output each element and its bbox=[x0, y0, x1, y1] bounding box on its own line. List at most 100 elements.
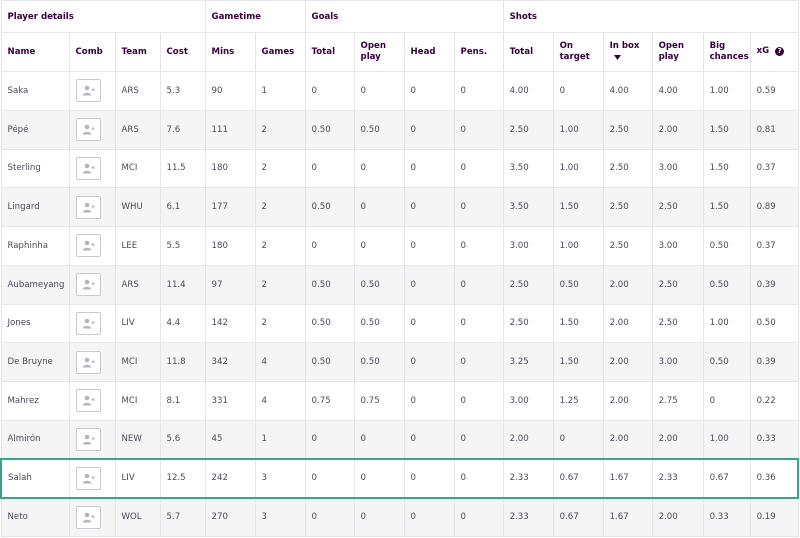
cell-mins: 270 bbox=[204, 497, 256, 537]
cell-pens: 0 bbox=[453, 381, 504, 421]
col-in-box[interactable]: In box bbox=[602, 32, 653, 72]
table-row: Almirón NEW 5.6 45 1 0 0 0 0 2.00 0 2.00 2.00 1.00 0.3… bbox=[0, 419, 799, 460]
cell-shots-total: 2.00 bbox=[502, 419, 554, 460]
player-name[interactable]: Raphinha bbox=[0, 226, 70, 266]
cell-in-box: 2.00 bbox=[602, 381, 653, 421]
add-to-comparison-button[interactable] bbox=[75, 505, 101, 529]
col-on-target[interactable]: On target bbox=[552, 32, 604, 72]
player-name[interactable]: Mahrez bbox=[0, 381, 70, 421]
comb-cell bbox=[68, 458, 116, 499]
table-row: Aubameyang ARS 11.4 97 2 0.50 0.50 0 0 2.50 0.50 2.… bbox=[0, 264, 799, 305]
add-to-comparison-button[interactable] bbox=[75, 79, 101, 103]
cell-xg: 0.50 bbox=[749, 303, 799, 344]
comb-cell bbox=[68, 226, 116, 266]
cell-games: 2 bbox=[254, 303, 306, 344]
player-name[interactable]: Almirón bbox=[0, 419, 70, 460]
col-xg-label: xG bbox=[756, 46, 770, 56]
col-cost[interactable]: Cost bbox=[159, 32, 206, 72]
player-name[interactable]: Aubameyang bbox=[0, 264, 70, 305]
table-row: Neto WOL 5.7 270 3 0 0 0 0 2.33 0.67 1.67 2.00 0.33 0.… bbox=[0, 497, 799, 537]
col-shots-total[interactable]: Total bbox=[502, 32, 554, 72]
comb-cell bbox=[68, 148, 116, 189]
add-to-comparison-button[interactable] bbox=[75, 273, 101, 297]
add-to-comparison-button[interactable] bbox=[75, 389, 101, 413]
cell-shots-open-play: 2.00 bbox=[651, 419, 704, 460]
comb-cell bbox=[68, 264, 116, 305]
cell-cost: 5.7 bbox=[159, 497, 206, 537]
player-name[interactable]: Lingard bbox=[0, 187, 70, 227]
cell-goals-open-play: 0 bbox=[353, 71, 405, 111]
col-head[interactable]: Head bbox=[403, 32, 455, 72]
comb-cell bbox=[68, 381, 116, 421]
col-xg[interactable]: xG ? bbox=[749, 32, 799, 72]
cell-goals-total: 0.50 bbox=[304, 109, 355, 150]
col-team[interactable]: Team bbox=[114, 32, 161, 72]
add-to-comparison-button[interactable] bbox=[75, 427, 101, 451]
cell-mins: 331 bbox=[204, 381, 256, 421]
add-to-comparison-button[interactable] bbox=[75, 234, 101, 258]
table-row: Mahrez MCI 8.1 331 4 0.75 0.75 0 0 3.00 1.25 2.00 2.… bbox=[0, 381, 799, 421]
cell-on-target: 0 bbox=[552, 71, 604, 111]
cell-cost: 11.8 bbox=[159, 342, 206, 382]
cell-head: 0 bbox=[403, 381, 455, 421]
player-name[interactable]: Saka bbox=[0, 71, 70, 111]
col-in-box-label: In box bbox=[609, 40, 640, 51]
col-games[interactable]: Games bbox=[254, 32, 306, 72]
cell-shots-total: 4.00 bbox=[502, 71, 554, 111]
cell-shots-open-play: 3.00 bbox=[651, 342, 704, 382]
cell-games: 4 bbox=[254, 342, 306, 382]
cell-cost: 6.1 bbox=[159, 187, 206, 227]
comb-cell bbox=[68, 71, 116, 111]
add-to-comparison-button[interactable] bbox=[75, 118, 101, 142]
cell-team: MCI bbox=[114, 342, 161, 382]
player-name[interactable]: Jones bbox=[0, 303, 70, 344]
cell-head: 0 bbox=[403, 264, 455, 305]
player-name[interactable]: Pépé bbox=[0, 109, 70, 150]
table-row: Jones LIV 4.4 142 2 0.50 0.50 0 0 2.50 1.50 2.00 2.5… bbox=[0, 303, 799, 344]
cell-team: ARS bbox=[114, 71, 161, 111]
add-to-comparison-icon bbox=[82, 163, 95, 174]
col-name[interactable]: Name bbox=[0, 32, 70, 72]
add-to-comparison-button[interactable] bbox=[75, 195, 101, 219]
add-to-comparison-button[interactable] bbox=[75, 311, 101, 335]
add-to-comparison-button[interactable] bbox=[75, 350, 101, 374]
cell-pens: 0 bbox=[453, 342, 504, 382]
add-to-comparison-button[interactable] bbox=[75, 466, 101, 490]
col-goals-open-play[interactable]: Open play bbox=[353, 32, 405, 72]
cell-goals-total: 0.50 bbox=[304, 303, 355, 344]
player-name[interactable]: Salah bbox=[0, 458, 70, 499]
col-goals-total[interactable]: Total bbox=[304, 32, 355, 72]
cell-team: WOL bbox=[114, 497, 161, 537]
col-pens[interactable]: Pens. bbox=[453, 32, 504, 72]
add-to-comparison-button[interactable] bbox=[75, 156, 101, 180]
add-to-comparison-icon bbox=[82, 473, 95, 484]
cell-big-chances: 1.00 bbox=[702, 71, 751, 111]
cell-goals-total: 0 bbox=[304, 458, 355, 499]
cell-big-chances: 1.50 bbox=[702, 187, 751, 227]
comb-cell bbox=[68, 109, 116, 150]
col-big-chances[interactable]: Big chances bbox=[702, 32, 751, 72]
col-shots-open-play[interactable]: Open play bbox=[651, 32, 704, 72]
cell-team: ARS bbox=[114, 109, 161, 150]
cell-on-target: 1.50 bbox=[552, 303, 604, 344]
cell-on-target: 0.50 bbox=[552, 264, 604, 305]
cell-goals-open-play: 0 bbox=[353, 148, 405, 189]
cell-head: 0 bbox=[403, 303, 455, 344]
player-name[interactable]: Sterling bbox=[0, 148, 70, 189]
add-to-comparison-icon bbox=[82, 86, 95, 96]
cell-in-box: 2.00 bbox=[602, 303, 653, 344]
player-name[interactable]: Neto bbox=[0, 497, 70, 537]
cell-head: 0 bbox=[403, 148, 455, 189]
player-name[interactable]: De Bruyne bbox=[0, 342, 70, 382]
cell-goals-open-play: 0 bbox=[353, 187, 405, 227]
comb-cell bbox=[68, 497, 116, 537]
add-to-comparison-icon bbox=[82, 512, 95, 523]
cell-on-target: 1.50 bbox=[552, 187, 604, 227]
add-to-comparison-icon bbox=[82, 434, 95, 445]
cell-goals-open-play: 0 bbox=[353, 226, 405, 266]
col-mins[interactable]: Mins bbox=[204, 32, 256, 72]
table-body: Saka ARS 5.3 90 1 0 0 0 0 4.00 0 4.00 4.00 1.00 0.59 Pé… bbox=[0, 71, 800, 537]
sort-desc-icon bbox=[613, 54, 621, 60]
help-icon[interactable]: ? bbox=[775, 47, 785, 56]
cell-goals-open-play: 0 bbox=[353, 458, 405, 499]
